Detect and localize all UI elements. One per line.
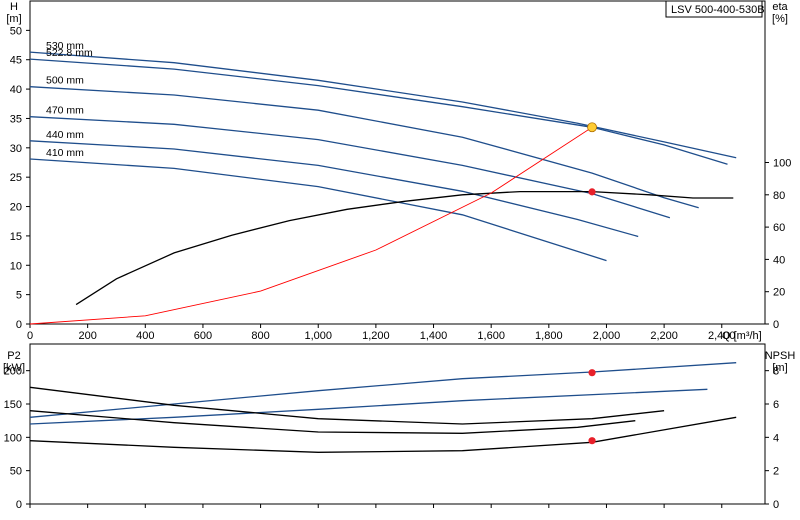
x-tick-label: 400	[136, 330, 154, 342]
y-axis-label: [m]	[6, 13, 21, 25]
duty-point	[588, 437, 596, 445]
series-line	[29, 116, 671, 219]
y-axis-label: H	[10, 1, 18, 13]
series-line	[29, 388, 708, 425]
y-right-tick-label: 0	[773, 319, 779, 331]
series-line	[29, 58, 728, 165]
series-label: 530 mm	[46, 40, 84, 52]
x-axis-label: Q [m³/h]	[722, 330, 762, 342]
series-line	[29, 126, 593, 325]
x-tick-label: 1,800	[535, 330, 563, 342]
series-line	[29, 410, 636, 434]
y-axis-label: [kW]	[3, 362, 25, 374]
x-tick-label: 1,000	[304, 330, 332, 342]
y-tick-label: 0	[16, 319, 22, 331]
series-line	[29, 51, 737, 159]
y-tick-label: 45	[10, 55, 22, 67]
y-right-tick-label: 20	[773, 287, 785, 299]
series-line	[29, 386, 665, 425]
x-tick-label: 1,400	[420, 330, 448, 342]
x-tick-label: 800	[251, 330, 269, 342]
y-right-tick-label: 4	[773, 432, 779, 444]
y-tick-label: 25	[10, 172, 22, 184]
duty-point	[588, 188, 596, 196]
series-label: 500 mm	[46, 75, 84, 87]
x-tick-label: 1,200	[362, 330, 390, 342]
y-tick-label: 30	[10, 143, 22, 155]
y-tick-label: 10	[10, 260, 22, 272]
y-axis-label: P2	[7, 350, 20, 362]
y-tick-label: 150	[4, 399, 22, 411]
y-right-tick-label: 6	[773, 399, 779, 411]
x-tick-label: 0	[27, 330, 33, 342]
series-line	[29, 86, 699, 209]
y-right-axis-label: [%]	[772, 13, 788, 25]
plot-frame	[29, 0, 766, 325]
power-npsh-chart-panel: 0 50 100 150 200 0 2 4 6 8 P2[kW] NPSH[m]	[3, 343, 796, 511]
chart-title-box: LSV 500-400-530B	[665, 0, 765, 18]
y-tick-label: 0	[16, 499, 22, 511]
y-right-tick-label: 8	[773, 366, 779, 378]
head-chart-panel: 0 200 400 600 800 1,000 1,200 1,400 1,600 1,800 2,…	[6, 0, 791, 342]
y-right-tick-label: 60	[773, 222, 785, 234]
y-right-tick-label: 100	[773, 158, 791, 170]
x-tick-label: 1,600	[477, 330, 505, 342]
duty-point	[587, 122, 597, 133]
y-tick-label: 100	[4, 432, 22, 444]
x-tick-label: 2,000	[593, 330, 621, 342]
series-label: 440 mm	[46, 129, 84, 141]
y-right-tick-label: 80	[773, 190, 785, 202]
chart-title: LSV 500-400-530B	[671, 4, 765, 16]
x-tick-label: 200	[78, 330, 96, 342]
series-line	[75, 190, 734, 306]
duty-point	[588, 369, 596, 377]
y-right-tick-label: 0	[773, 499, 779, 511]
series-line	[29, 416, 737, 453]
y-right-tick-label: 2	[773, 466, 779, 478]
y-tick-label: 15	[10, 231, 22, 243]
series-label: 522.8 mm	[46, 47, 93, 59]
y-tick-label: 50	[10, 466, 22, 478]
y-right-axis-label: NPSH	[765, 350, 796, 362]
y-tick-label: 20	[10, 202, 22, 214]
series-label: 410 mm	[46, 147, 84, 159]
x-tick-label: 2,400	[708, 330, 736, 342]
y-tick-label: 200	[4, 366, 22, 378]
series-line	[29, 140, 639, 238]
y-right-axis-label: eta	[772, 1, 788, 13]
y-tick-label: 50	[10, 25, 22, 37]
y-tick-label: 35	[10, 113, 22, 125]
series-line	[29, 158, 607, 262]
y-tick-label: 40	[10, 84, 22, 96]
series-line	[29, 362, 737, 418]
x-tick-label: 600	[194, 330, 212, 342]
series-label: 470 mm	[46, 105, 84, 117]
y-tick-label: 5	[16, 290, 22, 302]
y-right-tick-label: 40	[773, 254, 785, 266]
x-tick-label: 2,200	[650, 330, 678, 342]
y-right-axis-label: [m]	[772, 362, 787, 374]
